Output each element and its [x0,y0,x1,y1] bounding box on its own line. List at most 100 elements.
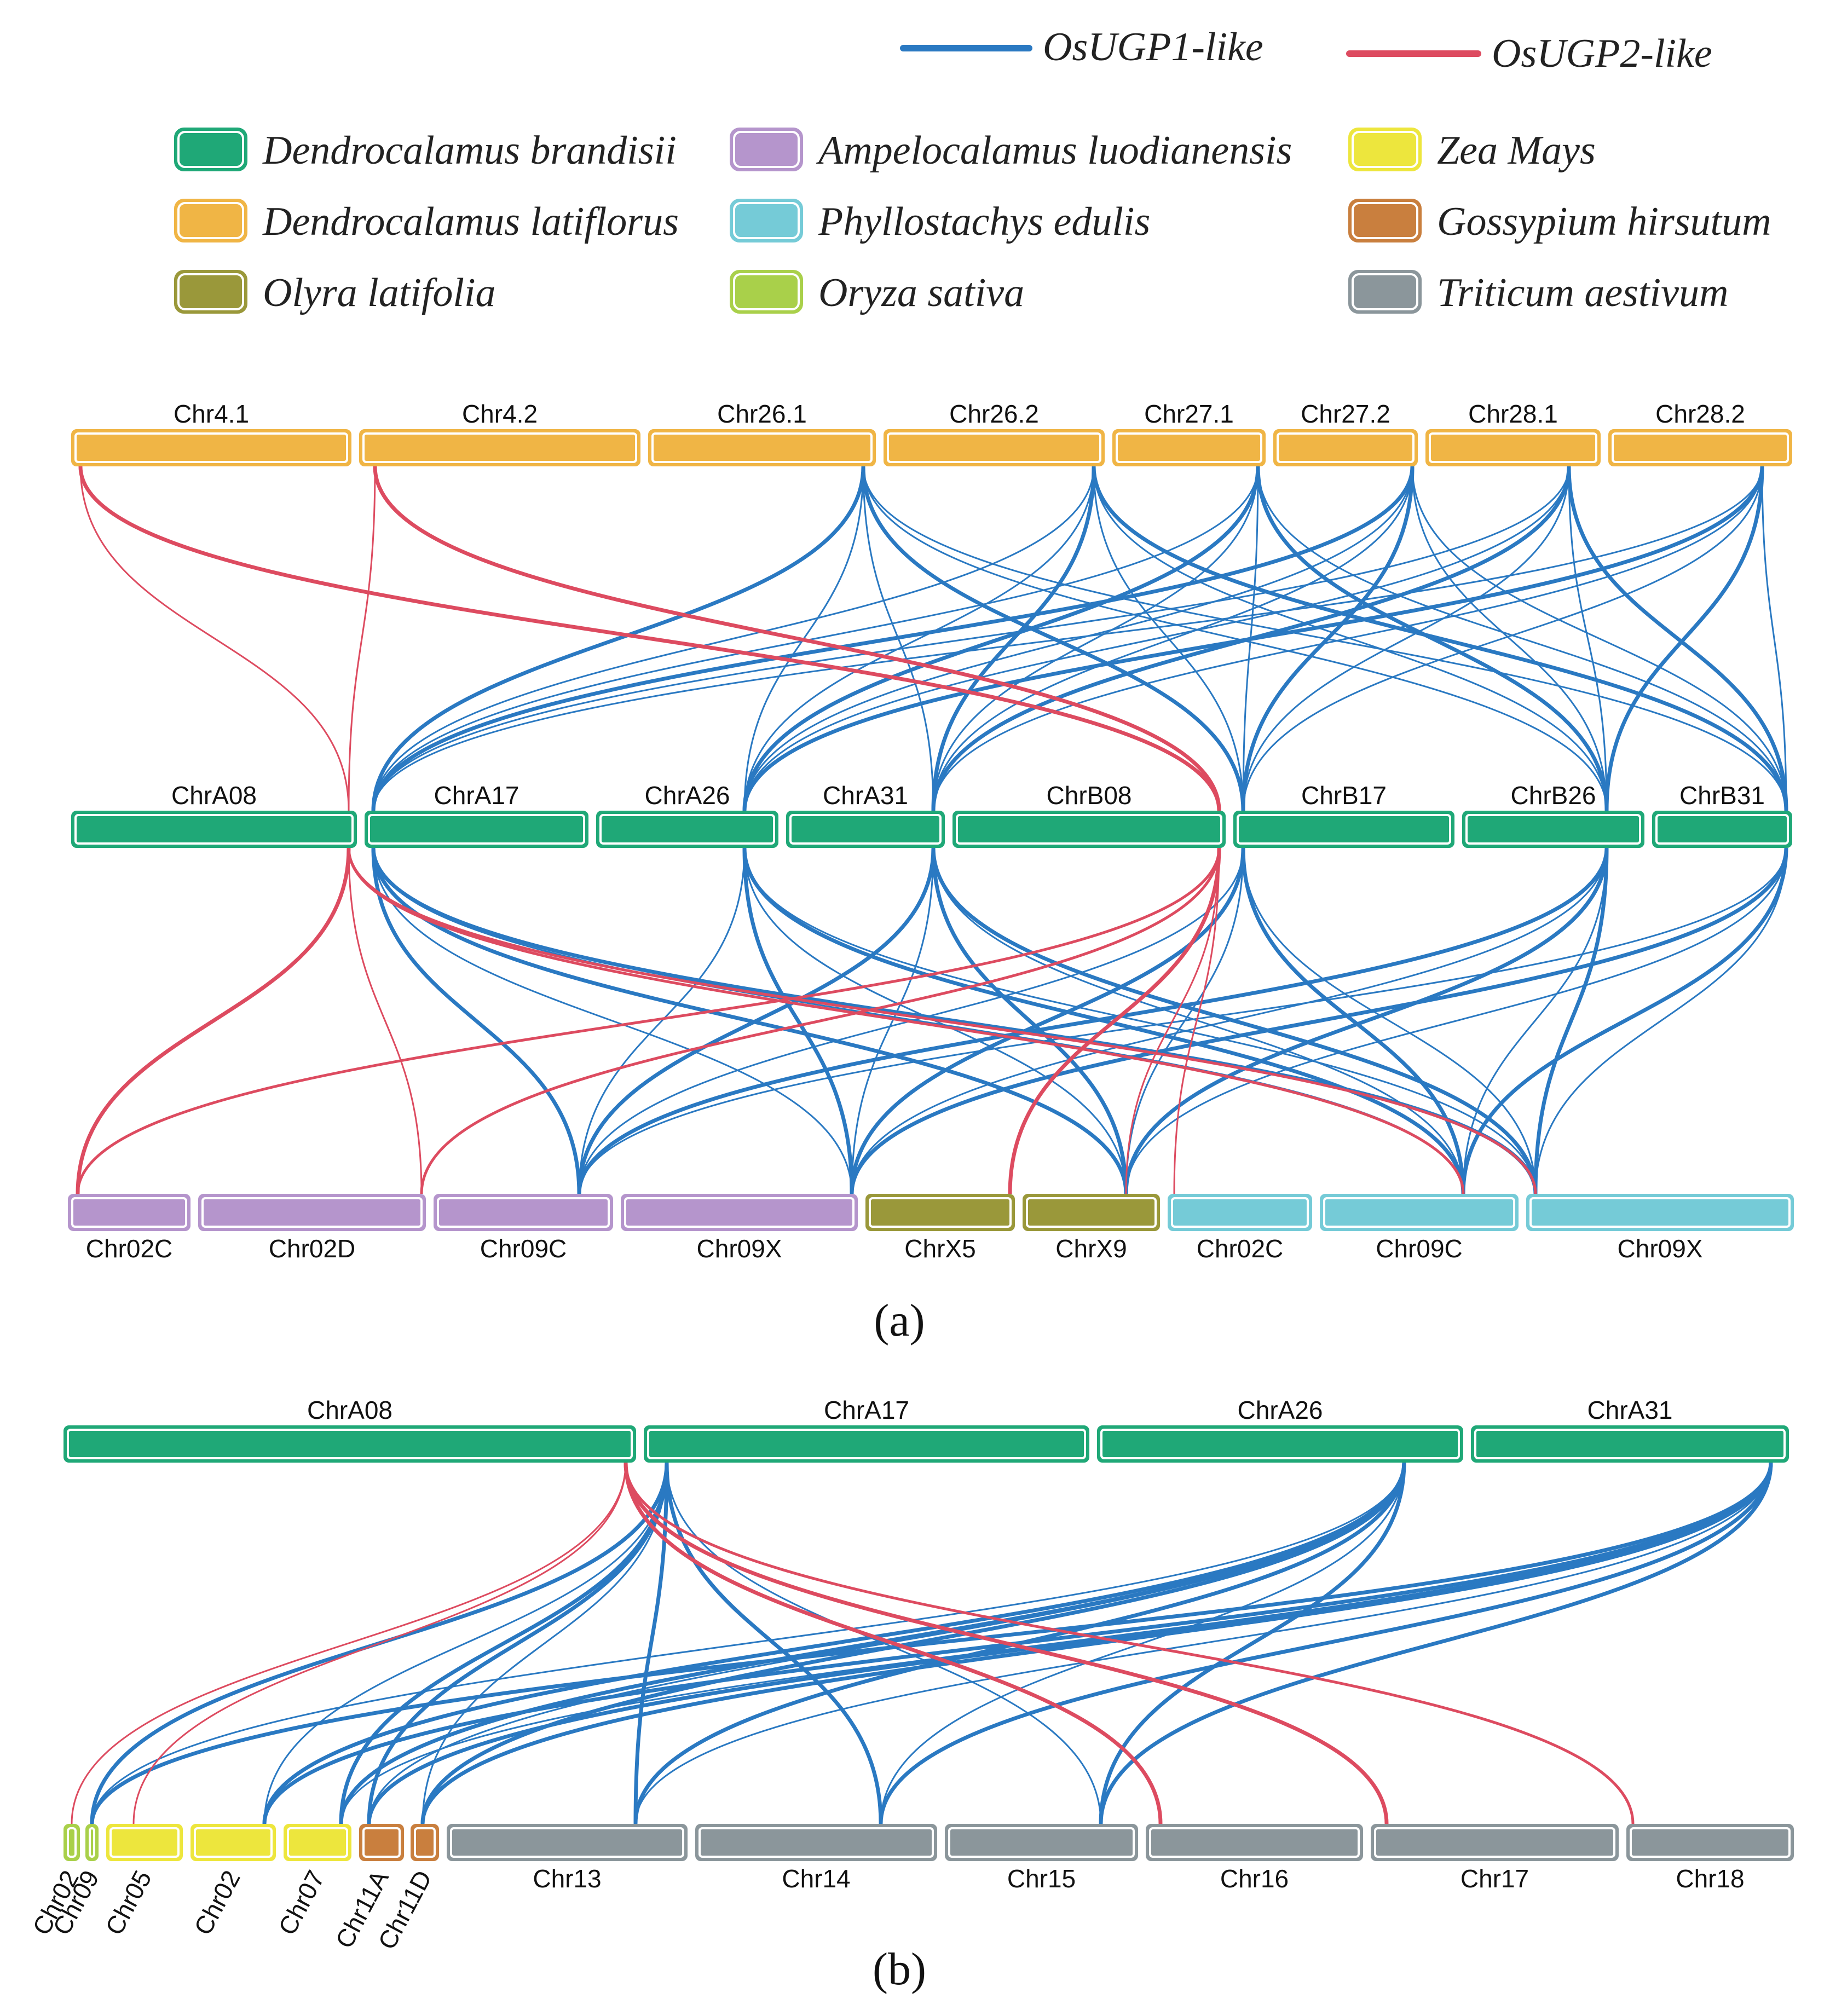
chromosome-label: ChrA08 [307,1396,392,1424]
triticum-aestivum-swatch-highlight [1352,273,1418,310]
chromosome-bar [952,811,1226,848]
chromosome-bar-highlight [437,1197,610,1228]
line-type-legend: OsUGP1-like OsUGP2-like [900,25,1712,76]
chromosome-bar-highlight [71,1197,187,1228]
chromosome-bar-highlight [67,1429,633,1459]
panel-b-links [71,1462,1773,1824]
chromosome-label: Chr4.2 [462,400,538,428]
panel-a-osugp2-link [1125,847,1220,1194]
panel-a-osugp1-link [1256,466,1609,811]
panel-b-osugp2-link [624,1462,1163,1824]
chromosome-label: Chr02D [269,1234,356,1263]
chromosome-label: Chr16 [1220,1864,1289,1893]
chromosome-bar [945,1824,1138,1861]
panel-b-osugp2-link [132,1462,627,1824]
chromosome-label: Chr28.1 [1468,400,1558,428]
gossypium-hirsutum-swatch-highlight [1352,202,1418,239]
panel-a-osugp1-link [931,466,1096,811]
chromosome-label: Chr07 [273,1865,330,1939]
panel-b-top-chra31-chromosome: ChrA31 [1471,1396,1789,1463]
panel-b-osugp1-link [262,1462,1406,1824]
panel-a-middle-chrb26-chromosome: ChrB26 [1462,781,1644,848]
chromosome-label: Chr26.2 [949,400,1039,428]
chromosome-label: Chr15 [1007,1864,1076,1893]
panel-a-osugp1-link [1604,466,1764,811]
panel-a-osugp1-link [1461,847,1788,1194]
panel-a-middle-chra17-chromosome: ChrA17 [365,781,588,848]
chromosome-bar-highlight [74,432,348,463]
panel-a-osugp2-link [347,847,1537,1194]
zea-mays-swatch-highlight [1352,131,1418,168]
panel-b-osugp1-link [422,1462,668,1824]
chromosome-label: ChrB08 [1047,781,1132,810]
olyra-latifolia-swatch-highlight [177,273,244,310]
chromosome-bar [365,811,588,848]
chromosome-bar-highlight [599,814,775,845]
chromosome-bar [621,1194,858,1231]
chromosome-bar [1023,1194,1160,1231]
osugp1-like-legend-label: OsUGP1-like [1043,25,1263,70]
chromosome-bar [644,1425,1089,1463]
panel-a-osugp1-link [743,466,1095,811]
chromosome-label: Chr02 [188,1865,246,1939]
chromosome-bar-highlight [1116,432,1262,463]
panel-a-bottom-chr02c-chromosome: Chr02C [1168,1194,1312,1263]
chromosome-bar-highlight [624,1197,855,1228]
chromosome-bar [1608,429,1792,466]
panel-a-top-chr26-1-chromosome: Chr26.1 [648,400,876,466]
chromosome-bar-highlight [647,1429,1086,1459]
panel-a-osugp1-link [578,847,1787,1194]
chromosome-label: Chr09X [697,1234,782,1263]
panel-a-bottom-chrx9-chromosome: ChrX9 [1023,1194,1160,1263]
chromosome-label: ChrA26 [1238,1396,1323,1424]
gossypium-hirsutum-legend-label: Gossypium hirsutum [1437,199,1771,244]
chromosome-label: Chr09X [1618,1234,1703,1263]
panel-b-osugp1-link [367,1462,669,1824]
panel-a-osugp1-link [850,847,1245,1194]
ampelocalamus-luodianensis-swatch [730,128,803,171]
panel-a-osugp1-link [862,466,1787,811]
chromosome-bar [596,811,778,848]
panel-a-label: (a) [874,1295,925,1346]
chromosome-label: Chr14 [782,1864,850,1893]
panel-a-chromosomes: Chr4.1 Chr4.2 Chr26.1 Chr26.2 Chr27.1 Chr27.2… [68,400,1794,1263]
chromosome-bar [359,429,640,466]
chromosome-bar [106,1824,183,1861]
olyra-latifolia-legend-label: Olyra latifolia [263,270,496,315]
chromosome-bar-highlight [651,432,873,463]
chromosome-bar-highlight [1323,1197,1515,1228]
panel-b-osugp1-link [1099,1462,1406,1824]
phyllostachys-edulis-legend-label: Phyllostachys edulis [818,199,1150,244]
chromosome-bar [865,1194,1015,1231]
chromosome-bar [1320,1194,1519,1231]
panel-a-bottom-chr09c-chromosome: Chr09C [1320,1194,1519,1263]
chromosome-bar [1168,1194,1312,1231]
chromosome-bar [1233,811,1454,848]
chromosome-bar-highlight [1100,1429,1460,1459]
panel-b-osugp1-link [634,1462,1772,1824]
chromosome-label: ChrA08 [171,781,257,810]
chromosome-bar-highlight [194,1827,273,1858]
chromosome-label: Chr4.1 [174,400,249,428]
panel-a-bottom-chr02c-chromosome: Chr02C [68,1194,190,1263]
chromosome-bar-highlight [1149,1827,1360,1858]
panel-b-osugp1-link [879,1462,1773,1824]
chromosome-bar-highlight [698,1827,934,1858]
panel-a-osugp1-link [1411,466,1608,811]
panel-a-osugp1-link [1092,466,1788,811]
panel-b-osugp1-link [420,1462,1406,1824]
panel-a-osugp1-link [1567,466,1788,811]
dendrocalamus-latiflorus-legend-label: Dendrocalamus latiflorus [262,199,679,244]
chromosome-bar-highlight [1612,432,1789,463]
panel-a-osugp1-link [1124,847,1609,1194]
panel-b-bottom-chr02-chromosome: Chr02 [188,1824,276,1939]
panel-a-osugp1-link [742,847,854,1194]
chromosome-bar-highlight [887,432,1101,463]
species-legend: Dendrocalamus brandisii Ampelocalamus luo… [174,128,1771,315]
panel-b-osugp2-link [624,1462,1635,1824]
phyllostachys-edulis-swatch [730,199,803,242]
panel-b-osugp1-link [262,1462,1773,1824]
panel-a-middle-chrb17-chromosome: ChrB17 [1233,781,1454,848]
panel-a-osugp2-link [1173,847,1220,1194]
chromosome-bar-highlight [1529,1197,1791,1228]
